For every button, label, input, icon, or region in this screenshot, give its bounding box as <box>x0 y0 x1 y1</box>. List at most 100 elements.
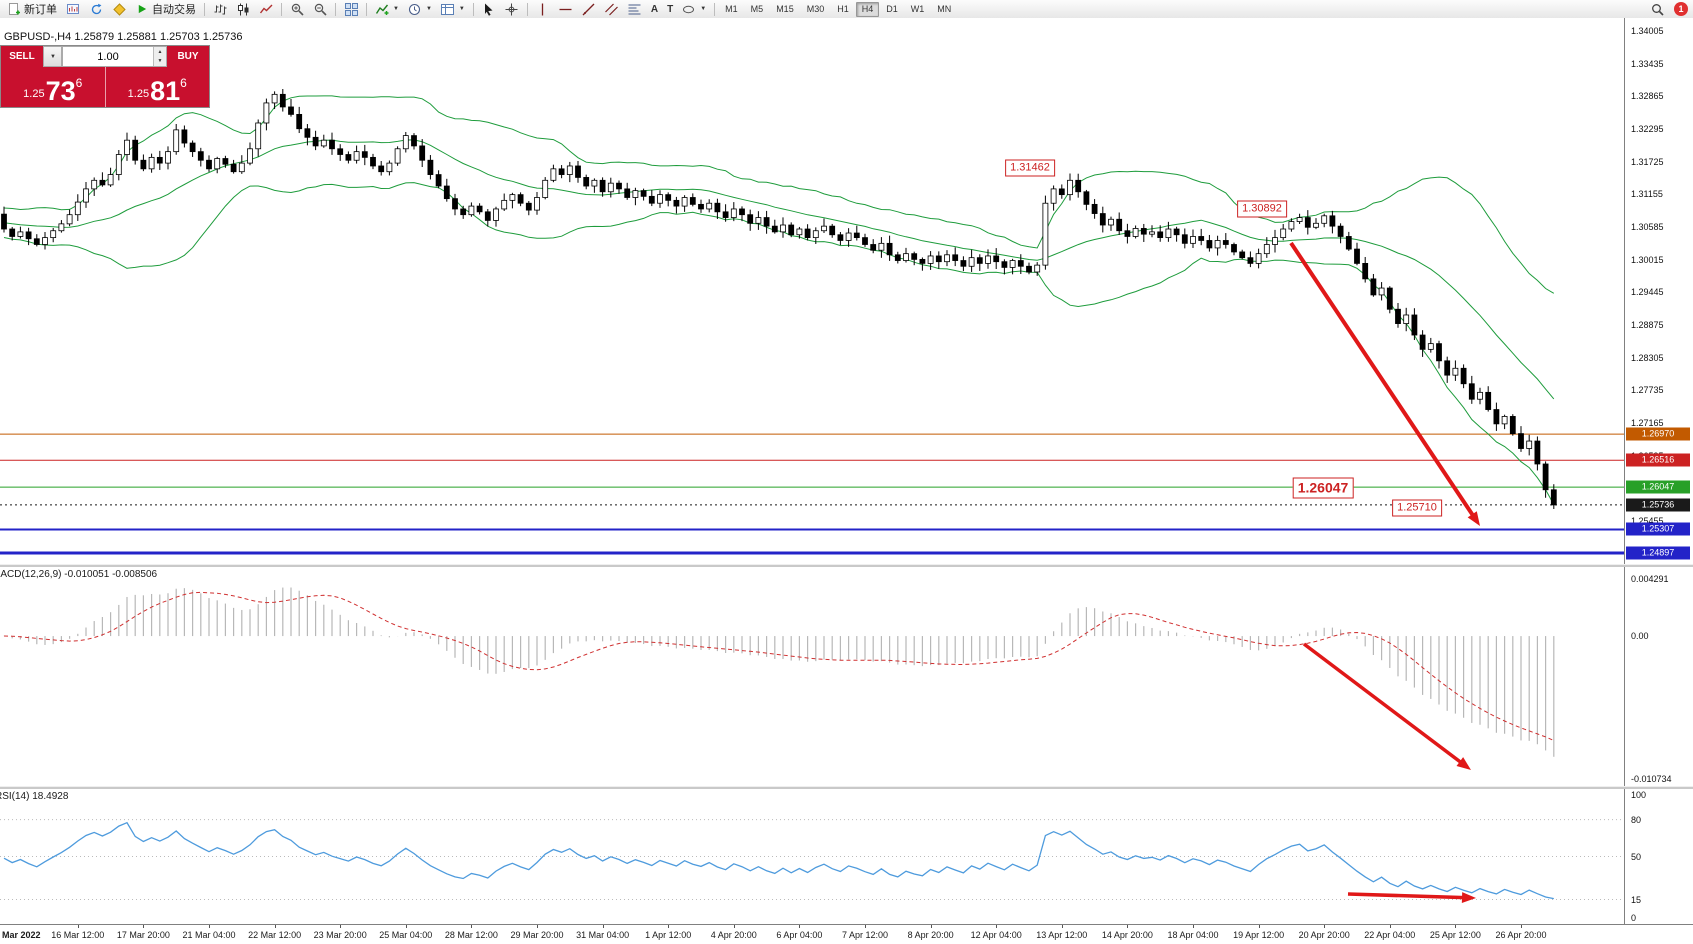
price-tag: 1.26516 <box>1626 453 1690 467</box>
price-axis[interactable]: 1.34005 1.33435 1.32865 1.32295 1.31725 1.311… <box>1624 18 1693 564</box>
time-axis-label: 1 Apr 12:00 <box>645 930 692 940</box>
time-axis-tick <box>996 925 998 928</box>
time-axis-label: 13 Apr 12:00 <box>1036 930 1088 940</box>
metaeditor-button[interactable] <box>108 1 130 17</box>
tab-h1[interactable]: H1 <box>831 2 855 17</box>
time-axis-tick <box>143 925 145 928</box>
time-axis-tick <box>1389 925 1391 928</box>
toolbar-separator <box>204 2 205 16</box>
notification-badge[interactable]: 1 <box>1674 2 1688 16</box>
tab-m15[interactable]: M15 <box>770 2 800 17</box>
macd-axis[interactable]: 0.004291 0.00 -0.010734 <box>1624 567 1693 786</box>
time-axis[interactable]: Mar 2022 16 Mar 12:00 17 Mar 20:00 21 Mar 0… <box>0 924 1693 944</box>
rsi-panel[interactable]: RSI(14) 18.4928 100 80 50 15 0 <box>0 789 1693 924</box>
period-clock-icon <box>408 2 422 16</box>
zoom-out-button[interactable] <box>309 1 331 17</box>
time-axis-tick <box>471 925 473 928</box>
macd-axis-tick: 0.00 <box>1631 631 1649 642</box>
zoom-out-icon <box>313 2 327 16</box>
channel-tool-button[interactable] <box>601 1 623 17</box>
time-axis-tick <box>340 925 342 928</box>
price-axis-tick: 1.27165 <box>1631 418 1664 428</box>
charts-window-button[interactable] <box>62 1 84 17</box>
tile-windows-button[interactable] <box>340 1 362 17</box>
horizontal-line-tool-button[interactable] <box>555 1 577 17</box>
rsi-axis-tick: 80 <box>1631 814 1642 825</box>
price-axis-tick: 1.27735 <box>1631 385 1664 396</box>
time-axis-tick <box>865 925 866 928</box>
macd-panel[interactable]: MACD(12,26,9) -0.010051 -0.008506 0.0042… <box>0 567 1693 786</box>
main-chart-panel[interactable]: 1.34005 1.33435 1.32865 1.32295 1.31725 1.311… <box>0 18 1693 564</box>
new-order-icon <box>7 2 21 16</box>
cursor-tool-button[interactable] <box>478 1 500 17</box>
rsi-axis-tick: 15 <box>1631 894 1642 905</box>
price-callout[interactable]: 1.30892 <box>1237 200 1287 218</box>
search-button[interactable] <box>1646 1 1668 17</box>
tab-m5[interactable]: M5 <box>745 2 770 17</box>
tab-m1[interactable]: M1 <box>719 2 744 17</box>
trendline-tool-button[interactable] <box>578 1 600 17</box>
macd-signal-line <box>3 591 1555 741</box>
volume-down-button[interactable]: ▼ <box>154 56 166 66</box>
bollinger-bands <box>3 95 1555 505</box>
label-tool-button[interactable]: T <box>663 1 677 17</box>
refresh-button[interactable] <box>85 1 107 17</box>
buy-price: 1.25 81 6 <box>106 67 210 107</box>
price-axis-tick: 1.32865 <box>1631 91 1664 102</box>
bar-chart-button[interactable] <box>209 1 231 17</box>
tab-w1[interactable]: W1 <box>905 2 931 17</box>
trend-arrow-main[interactable] <box>1289 241 1480 526</box>
volume-up-button[interactable]: ▲ <box>154 47 166 57</box>
macd-chart[interactable] <box>0 567 1625 786</box>
sell-price: 1.25 73 6 <box>1 67 105 107</box>
line-chart-button[interactable] <box>255 1 277 17</box>
toolbar-separator <box>335 2 336 16</box>
fibonacci-tool-button[interactable] <box>624 1 646 17</box>
autotrading-button[interactable]: 自动交易 <box>131 1 200 17</box>
templates-button[interactable]: ▼ <box>437 1 469 17</box>
text-tool-button[interactable]: A <box>647 1 662 17</box>
trend-arrow-rsi[interactable] <box>1347 892 1476 904</box>
chart-window-icon <box>66 2 80 16</box>
volume-input[interactable] <box>63 47 153 66</box>
rsi-axis[interactable]: 100 80 50 15 0 <box>1624 789 1693 924</box>
vertical-line-icon <box>536 2 550 16</box>
time-axis-tick <box>1193 925 1194 928</box>
trend-arrow-macd[interactable] <box>1302 642 1471 770</box>
buy-pips: 81 <box>150 76 181 107</box>
time-axis-label: 18 Apr 04:00 <box>1167 930 1219 940</box>
tab-h4[interactable]: H4 <box>855 1 880 17</box>
metaeditor-icon <box>112 2 126 16</box>
buy-button[interactable]: BUY <box>167 46 209 67</box>
time-axis-label: 25 Mar 04:00 <box>379 930 433 940</box>
sell-button[interactable]: SELL <box>1 46 43 67</box>
time-axis-tick <box>668 925 670 928</box>
tab-d1[interactable]: D1 <box>880 2 904 17</box>
toolbar-separator <box>366 2 367 16</box>
time-axis-label: 31 Mar 04:00 <box>576 930 630 940</box>
rsi-chart[interactable] <box>0 789 1625 924</box>
trade-options-dropdown[interactable]: ▼ <box>43 46 62 67</box>
crosshair-tool-button[interactable] <box>501 1 523 17</box>
chevron-down-icon: ▼ <box>700 6 707 12</box>
candlestick-icon <box>236 2 250 16</box>
zoom-in-button[interactable] <box>286 1 308 17</box>
time-axis-tick <box>1127 925 1129 928</box>
vertical-line-tool-button[interactable] <box>532 1 554 17</box>
price-callout[interactable]: 1.25710 <box>1392 499 1442 517</box>
macd-axis-tick: -0.010734 <box>1631 773 1672 784</box>
shapes-tool-button[interactable]: ▼ <box>678 1 710 17</box>
new-order-button[interactable]: 新订单 <box>3 1 61 17</box>
price-callout[interactable]: 1.26047 <box>1292 477 1354 499</box>
candlestick-chart[interactable] <box>0 18 1625 564</box>
tab-mn[interactable]: MN <box>931 2 957 17</box>
indicators-button[interactable]: ▼ <box>371 1 403 17</box>
price-tag: 1.26047 <box>1626 480 1690 494</box>
tab-m30[interactable]: M30 <box>801 2 831 17</box>
price-callout[interactable]: 1.31462 <box>1005 159 1055 177</box>
candlestick-chart-button[interactable] <box>232 1 254 17</box>
time-axis-tick <box>1521 925 1522 928</box>
horizontal-price-lines[interactable] <box>0 433 1625 555</box>
periods-button[interactable]: ▼ <box>404 1 436 17</box>
macd-label: MACD(12,26,9) -0.010051 -0.008506 <box>0 569 158 580</box>
